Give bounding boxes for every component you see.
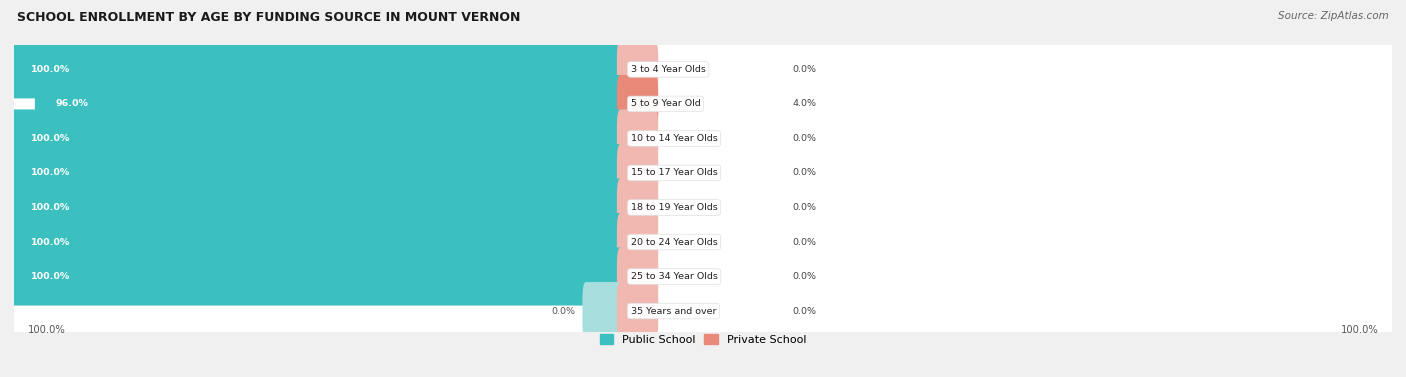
Text: 100.0%: 100.0%: [31, 203, 70, 212]
Text: 96.0%: 96.0%: [55, 100, 89, 109]
FancyBboxPatch shape: [617, 109, 658, 167]
Text: 20 to 24 Year Olds: 20 to 24 Year Olds: [631, 238, 717, 247]
FancyBboxPatch shape: [11, 133, 1395, 213]
FancyBboxPatch shape: [11, 144, 624, 202]
FancyBboxPatch shape: [11, 248, 624, 305]
Text: Source: ZipAtlas.com: Source: ZipAtlas.com: [1278, 11, 1389, 21]
FancyBboxPatch shape: [11, 178, 624, 236]
Text: 5 to 9 Year Old: 5 to 9 Year Old: [631, 100, 700, 109]
Text: 0.0%: 0.0%: [793, 203, 817, 212]
Text: 0.0%: 0.0%: [551, 307, 575, 316]
Text: 100.0%: 100.0%: [31, 134, 70, 143]
Text: 25 to 34 Year Olds: 25 to 34 Year Olds: [631, 272, 717, 281]
Text: 4.0%: 4.0%: [793, 100, 817, 109]
Text: 0.0%: 0.0%: [793, 169, 817, 178]
Text: 18 to 19 Year Olds: 18 to 19 Year Olds: [631, 203, 717, 212]
Text: 0.0%: 0.0%: [793, 134, 817, 143]
Text: 100.0%: 100.0%: [31, 169, 70, 178]
Text: SCHOOL ENROLLMENT BY AGE BY FUNDING SOURCE IN MOUNT VERNON: SCHOOL ENROLLMENT BY AGE BY FUNDING SOUR…: [17, 11, 520, 24]
FancyBboxPatch shape: [617, 144, 658, 202]
Text: 0.0%: 0.0%: [793, 307, 817, 316]
Text: 100.0%: 100.0%: [31, 65, 70, 74]
FancyBboxPatch shape: [11, 271, 1395, 351]
Text: 3 to 4 Year Olds: 3 to 4 Year Olds: [631, 65, 706, 74]
FancyBboxPatch shape: [617, 75, 658, 133]
FancyBboxPatch shape: [617, 282, 658, 340]
FancyBboxPatch shape: [11, 40, 624, 98]
FancyBboxPatch shape: [617, 213, 658, 271]
FancyBboxPatch shape: [617, 40, 658, 98]
FancyBboxPatch shape: [582, 282, 624, 340]
FancyBboxPatch shape: [11, 236, 1395, 317]
FancyBboxPatch shape: [11, 167, 1395, 248]
FancyBboxPatch shape: [35, 75, 624, 133]
FancyBboxPatch shape: [11, 98, 1395, 179]
FancyBboxPatch shape: [11, 109, 624, 167]
Text: 35 Years and over: 35 Years and over: [631, 307, 716, 316]
Text: 100.0%: 100.0%: [31, 272, 70, 281]
Text: 100.0%: 100.0%: [31, 238, 70, 247]
Text: 100.0%: 100.0%: [1340, 325, 1378, 335]
Text: 0.0%: 0.0%: [793, 238, 817, 247]
FancyBboxPatch shape: [617, 178, 658, 236]
Text: 100.0%: 100.0%: [28, 325, 66, 335]
FancyBboxPatch shape: [617, 248, 658, 305]
FancyBboxPatch shape: [11, 29, 1395, 110]
Legend: Public School, Private School: Public School, Private School: [595, 329, 811, 349]
Text: 10 to 14 Year Olds: 10 to 14 Year Olds: [631, 134, 717, 143]
FancyBboxPatch shape: [11, 213, 624, 271]
Text: 0.0%: 0.0%: [793, 65, 817, 74]
FancyBboxPatch shape: [11, 202, 1395, 282]
Text: 15 to 17 Year Olds: 15 to 17 Year Olds: [631, 169, 717, 178]
FancyBboxPatch shape: [11, 64, 1395, 144]
Text: 0.0%: 0.0%: [793, 272, 817, 281]
